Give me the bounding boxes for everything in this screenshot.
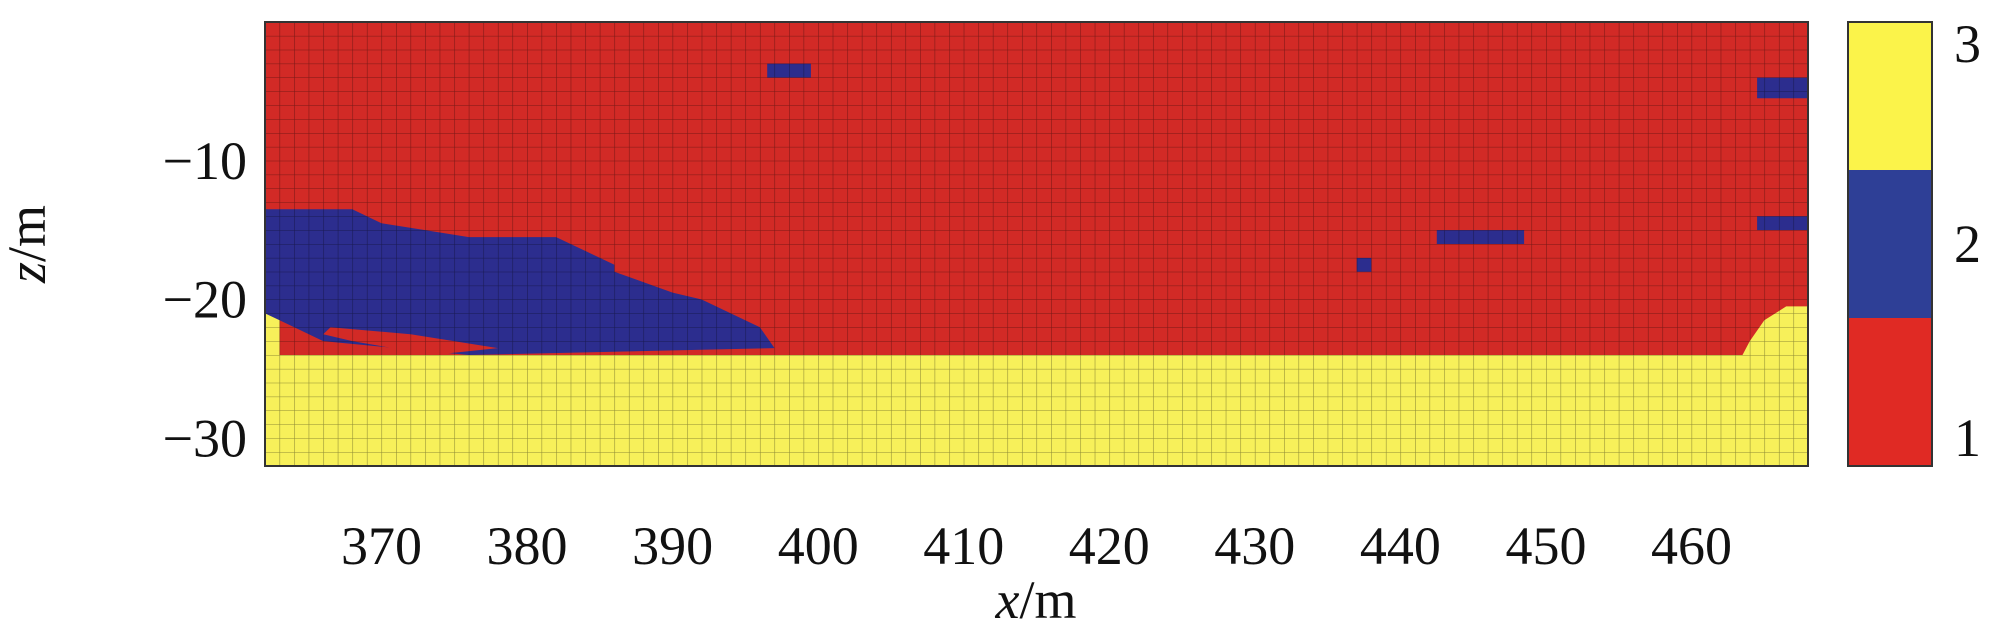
colorbar-tick-label-1: 1: [1954, 408, 1981, 468]
plot-area: [265, 22, 1808, 466]
colorbar: 1 2 3: [1847, 14, 1981, 468]
y-tick-label--30: −30: [163, 408, 247, 468]
x-tick-label-410: 410: [923, 516, 1004, 576]
y-tick-label--10: −10: [163, 131, 247, 191]
x-tick-label-380: 380: [487, 516, 568, 576]
grid-overlay: [265, 22, 1808, 466]
x-tick-label-390: 390: [632, 516, 713, 576]
y-tick-label--20: −20: [163, 270, 247, 330]
colorbar-frame: [1847, 21, 1933, 467]
x-tick-label-420: 420: [1069, 516, 1150, 576]
plot-frame: [264, 21, 1809, 467]
x-tick-label-460: 460: [1651, 516, 1732, 576]
colorbar-segment-2: [1848, 170, 1932, 318]
y-axis-label: z/m: [0, 205, 57, 284]
x-tick-label-440: 440: [1360, 516, 1441, 576]
colorbar-segment-1: [1848, 318, 1932, 466]
x-tick-label-450: 450: [1506, 516, 1587, 576]
x-tick-label-400: 400: [778, 516, 859, 576]
y-axis-ticks: −10 −20 −30: [163, 131, 247, 468]
colorbar-segment-3: [1848, 22, 1932, 170]
colorbar-tick-label-3: 3: [1954, 14, 1981, 74]
colorbar-tick-label-2: 2: [1954, 214, 1981, 274]
x-axis-ticks: 370 380 390 400 410 420 430 440 450 460: [341, 516, 1732, 576]
x-tick-label-370: 370: [341, 516, 422, 576]
x-tick-label-430: 430: [1214, 516, 1295, 576]
x-axis-label: x/m: [995, 570, 1077, 624]
